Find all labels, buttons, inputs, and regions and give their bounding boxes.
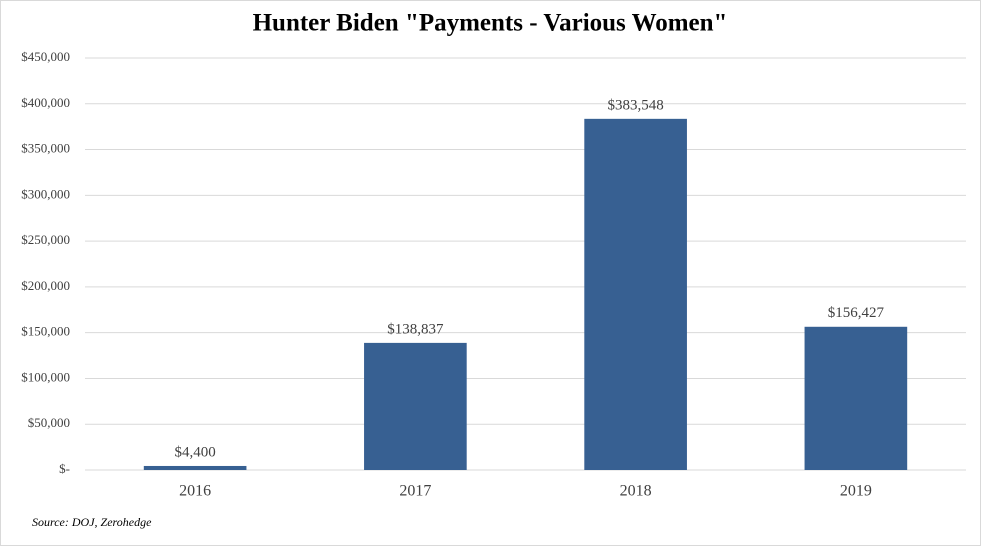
y-tick-label: $- [59, 461, 70, 476]
x-tick-label: 2016 [179, 483, 211, 500]
chart-title: Hunter Biden "Payments - Various Women" [253, 10, 728, 37]
bar [804, 326, 908, 470]
y-tick-label: $150,000 [21, 324, 70, 339]
value-label: $383,548 [608, 97, 664, 113]
value-label: $4,400 [175, 444, 216, 460]
y-tick-label: $200,000 [21, 278, 70, 293]
y-tick-label: $350,000 [21, 141, 70, 156]
y-tick-label: $300,000 [21, 186, 70, 201]
value-label: $138,837 [387, 321, 444, 337]
bar [364, 342, 467, 470]
y-tick-label: $400,000 [21, 95, 70, 110]
x-tick-label: 2018 [620, 483, 652, 500]
x-tick-label: 2017 [399, 483, 431, 500]
source-note: Source: DOJ, Zerohedge [32, 515, 152, 529]
y-tick-label: $50,000 [28, 415, 70, 430]
y-tick-label: $100,000 [21, 369, 70, 384]
bar [584, 118, 687, 470]
value-label: $156,427 [828, 305, 885, 321]
x-tick-label: 2019 [840, 483, 872, 500]
bar [143, 465, 247, 470]
y-tick-label: $450,000 [21, 49, 70, 64]
y-tick-label: $250,000 [21, 232, 70, 247]
